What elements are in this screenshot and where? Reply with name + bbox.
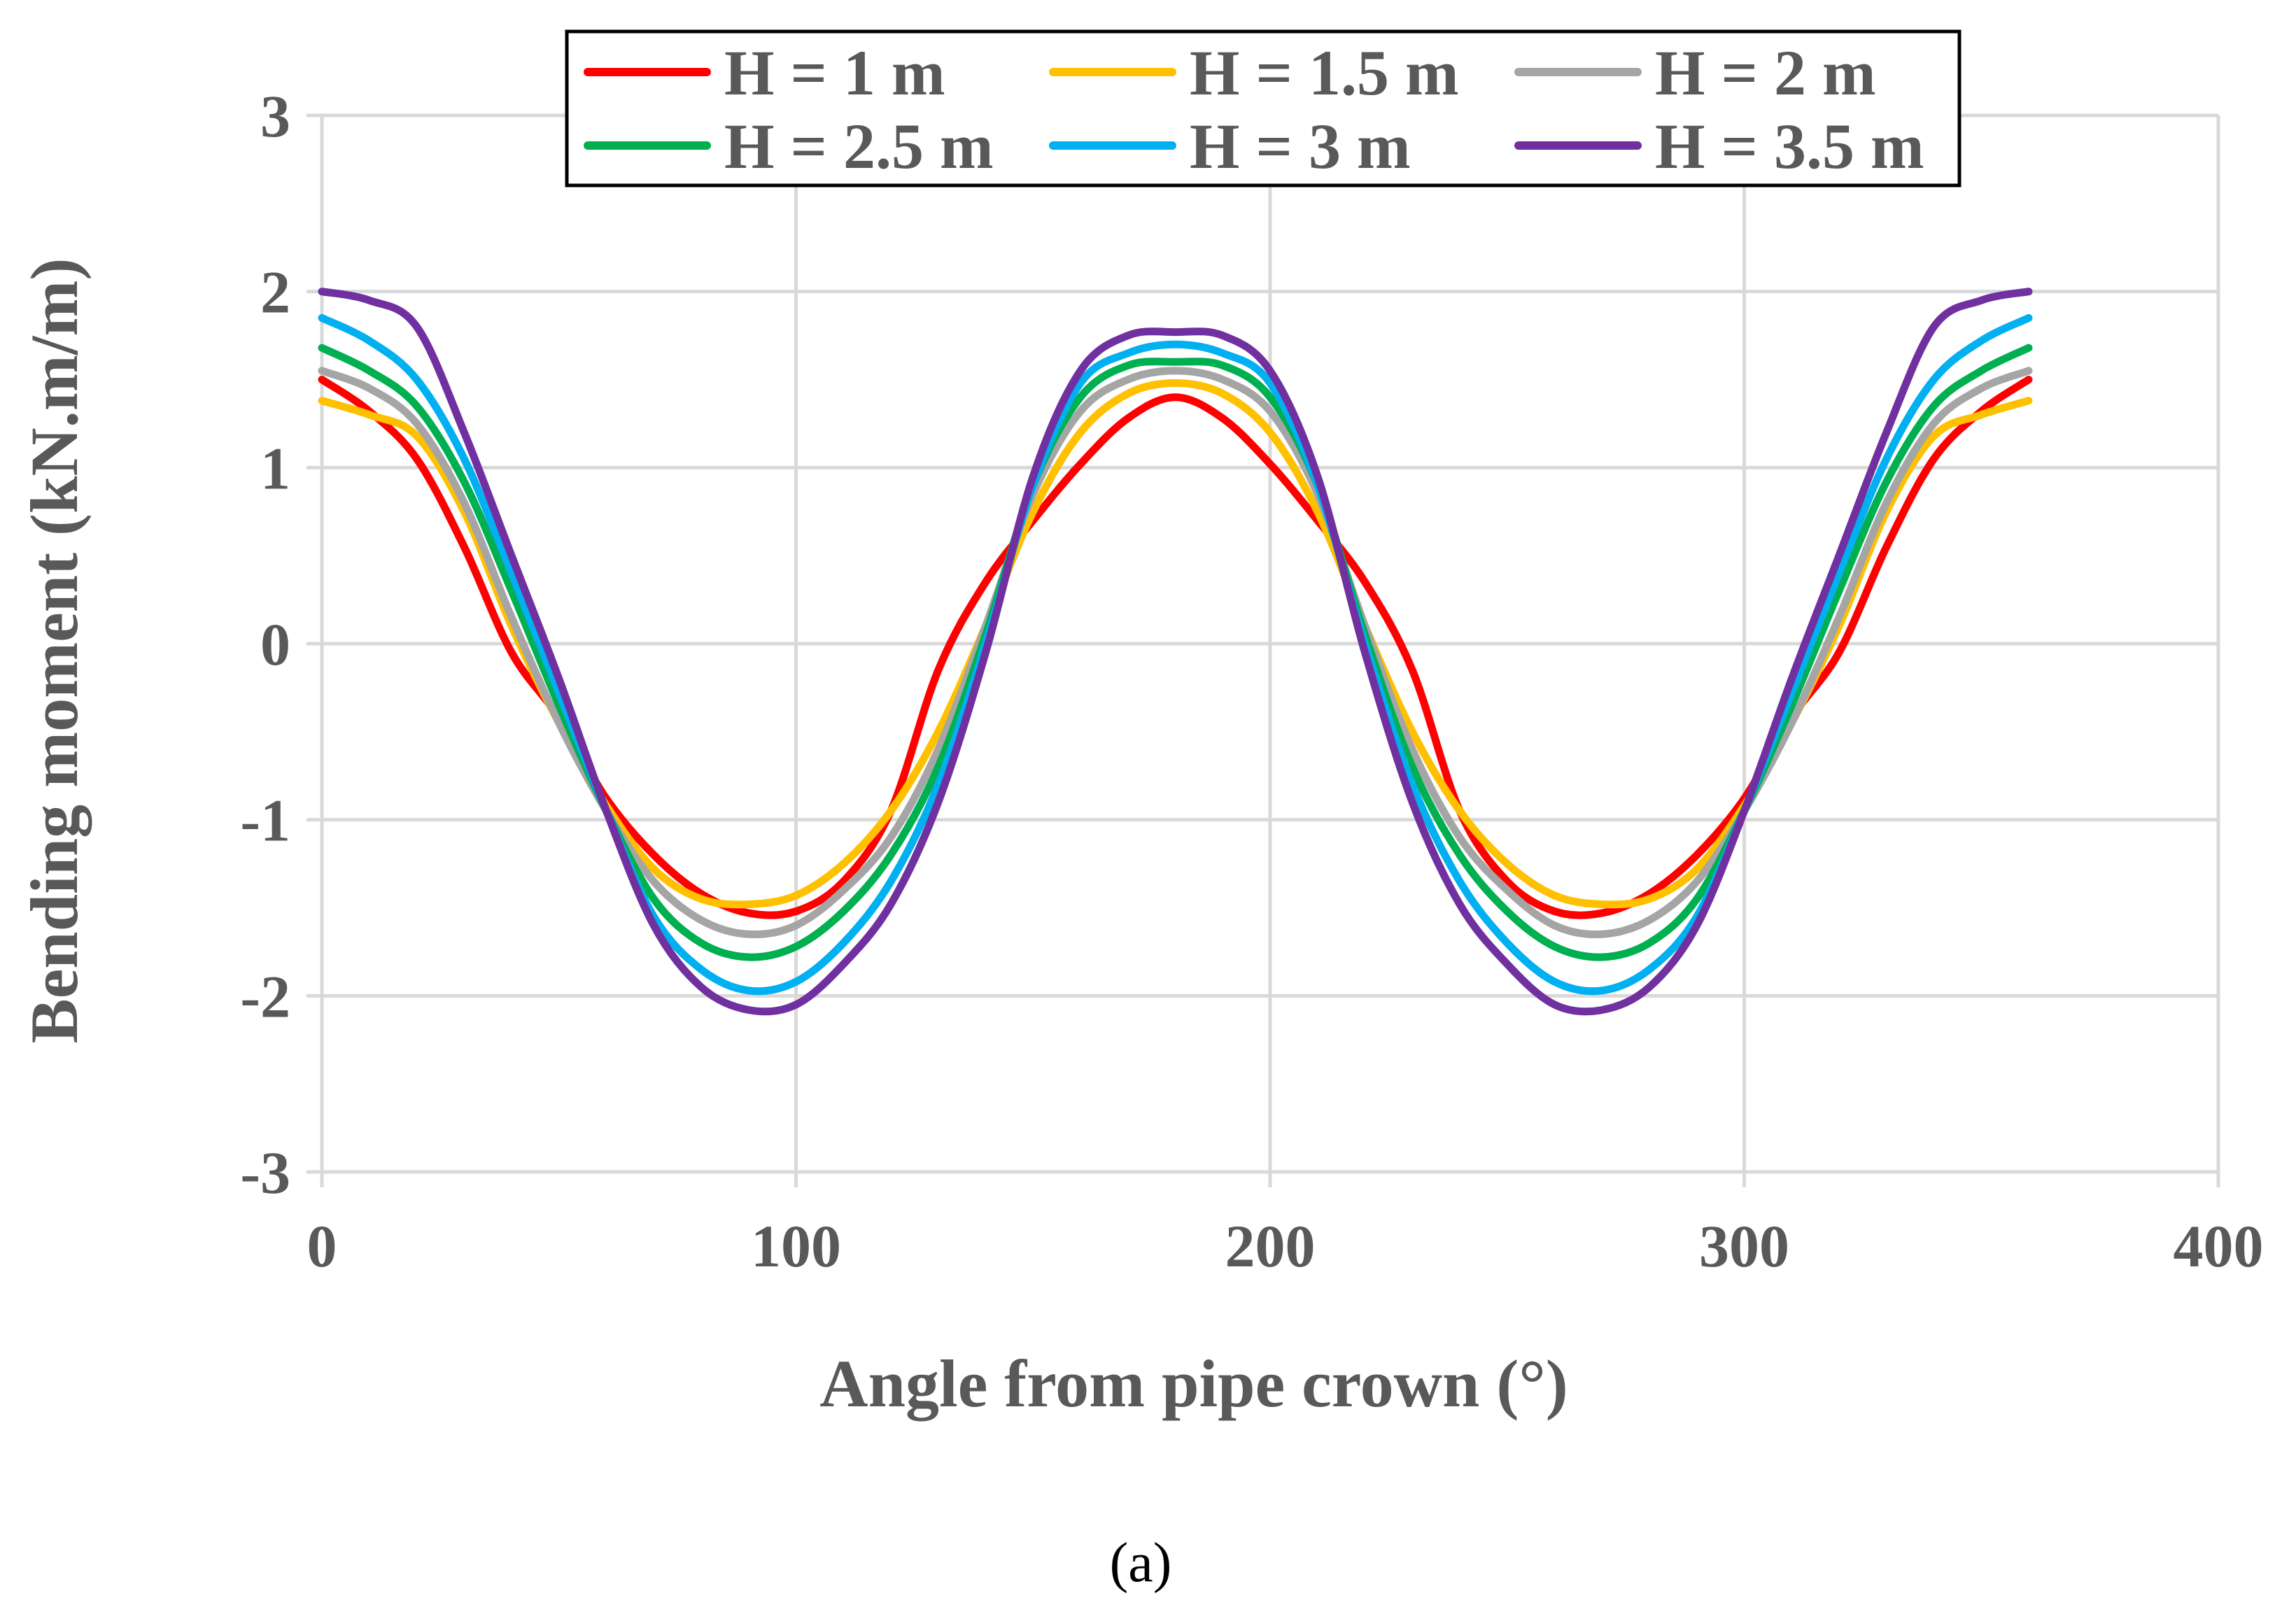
x-tick-label: 400 [2174, 1212, 2264, 1280]
y-tick-label: -1 [240, 787, 290, 854]
legend-entry-label: H = 3.5 m [1655, 111, 1924, 182]
series-line-1 [318, 376, 2033, 919]
legend: H = 1 m H = 1.5 m H = 2 m H = 2.5 m H = 3 m H… [565, 29, 1962, 188]
y-axis-label: Bending moment (kN.m/m) [17, 258, 92, 1044]
legend-entry-label: H = 3 m [1190, 111, 1411, 182]
series-line-3 [318, 367, 2033, 939]
x-tick-label: 300 [1699, 1212, 1789, 1280]
y-tick-label: 1 [260, 434, 290, 502]
x-axis-label: Angle from pipe crown (°) [819, 1346, 1568, 1421]
axes: -3 -2 -1 0 1 2 3 0 100 200 300 400 [240, 83, 2263, 1280]
x-tick-label: 0 [307, 1212, 337, 1280]
legend-entry-label: H = 2 m [1655, 37, 1876, 108]
y-tick-label: -3 [240, 1139, 290, 1206]
legend-entry-label: H = 1 m [724, 37, 945, 108]
legend-entry-label: H = 2.5 m [724, 111, 994, 182]
y-tick-label: 3 [260, 83, 290, 150]
grid-lines [322, 113, 2220, 1172]
y-tick-label: -2 [240, 963, 290, 1030]
series-line-4 [318, 344, 2033, 961]
series-line-6 [318, 288, 2033, 1016]
series-line-5 [318, 313, 2033, 996]
legend-box [565, 29, 1962, 188]
figure-caption: (a) [1110, 1532, 1172, 1594]
series-lines [318, 288, 2033, 1016]
y-tick-label: 2 [260, 259, 290, 326]
legend-entry-label: H = 1.5 m [1190, 37, 1459, 108]
x-tick-label: 200 [1225, 1212, 1316, 1280]
y-tick-label: 0 [260, 611, 290, 678]
x-tick-label: 100 [751, 1212, 841, 1280]
